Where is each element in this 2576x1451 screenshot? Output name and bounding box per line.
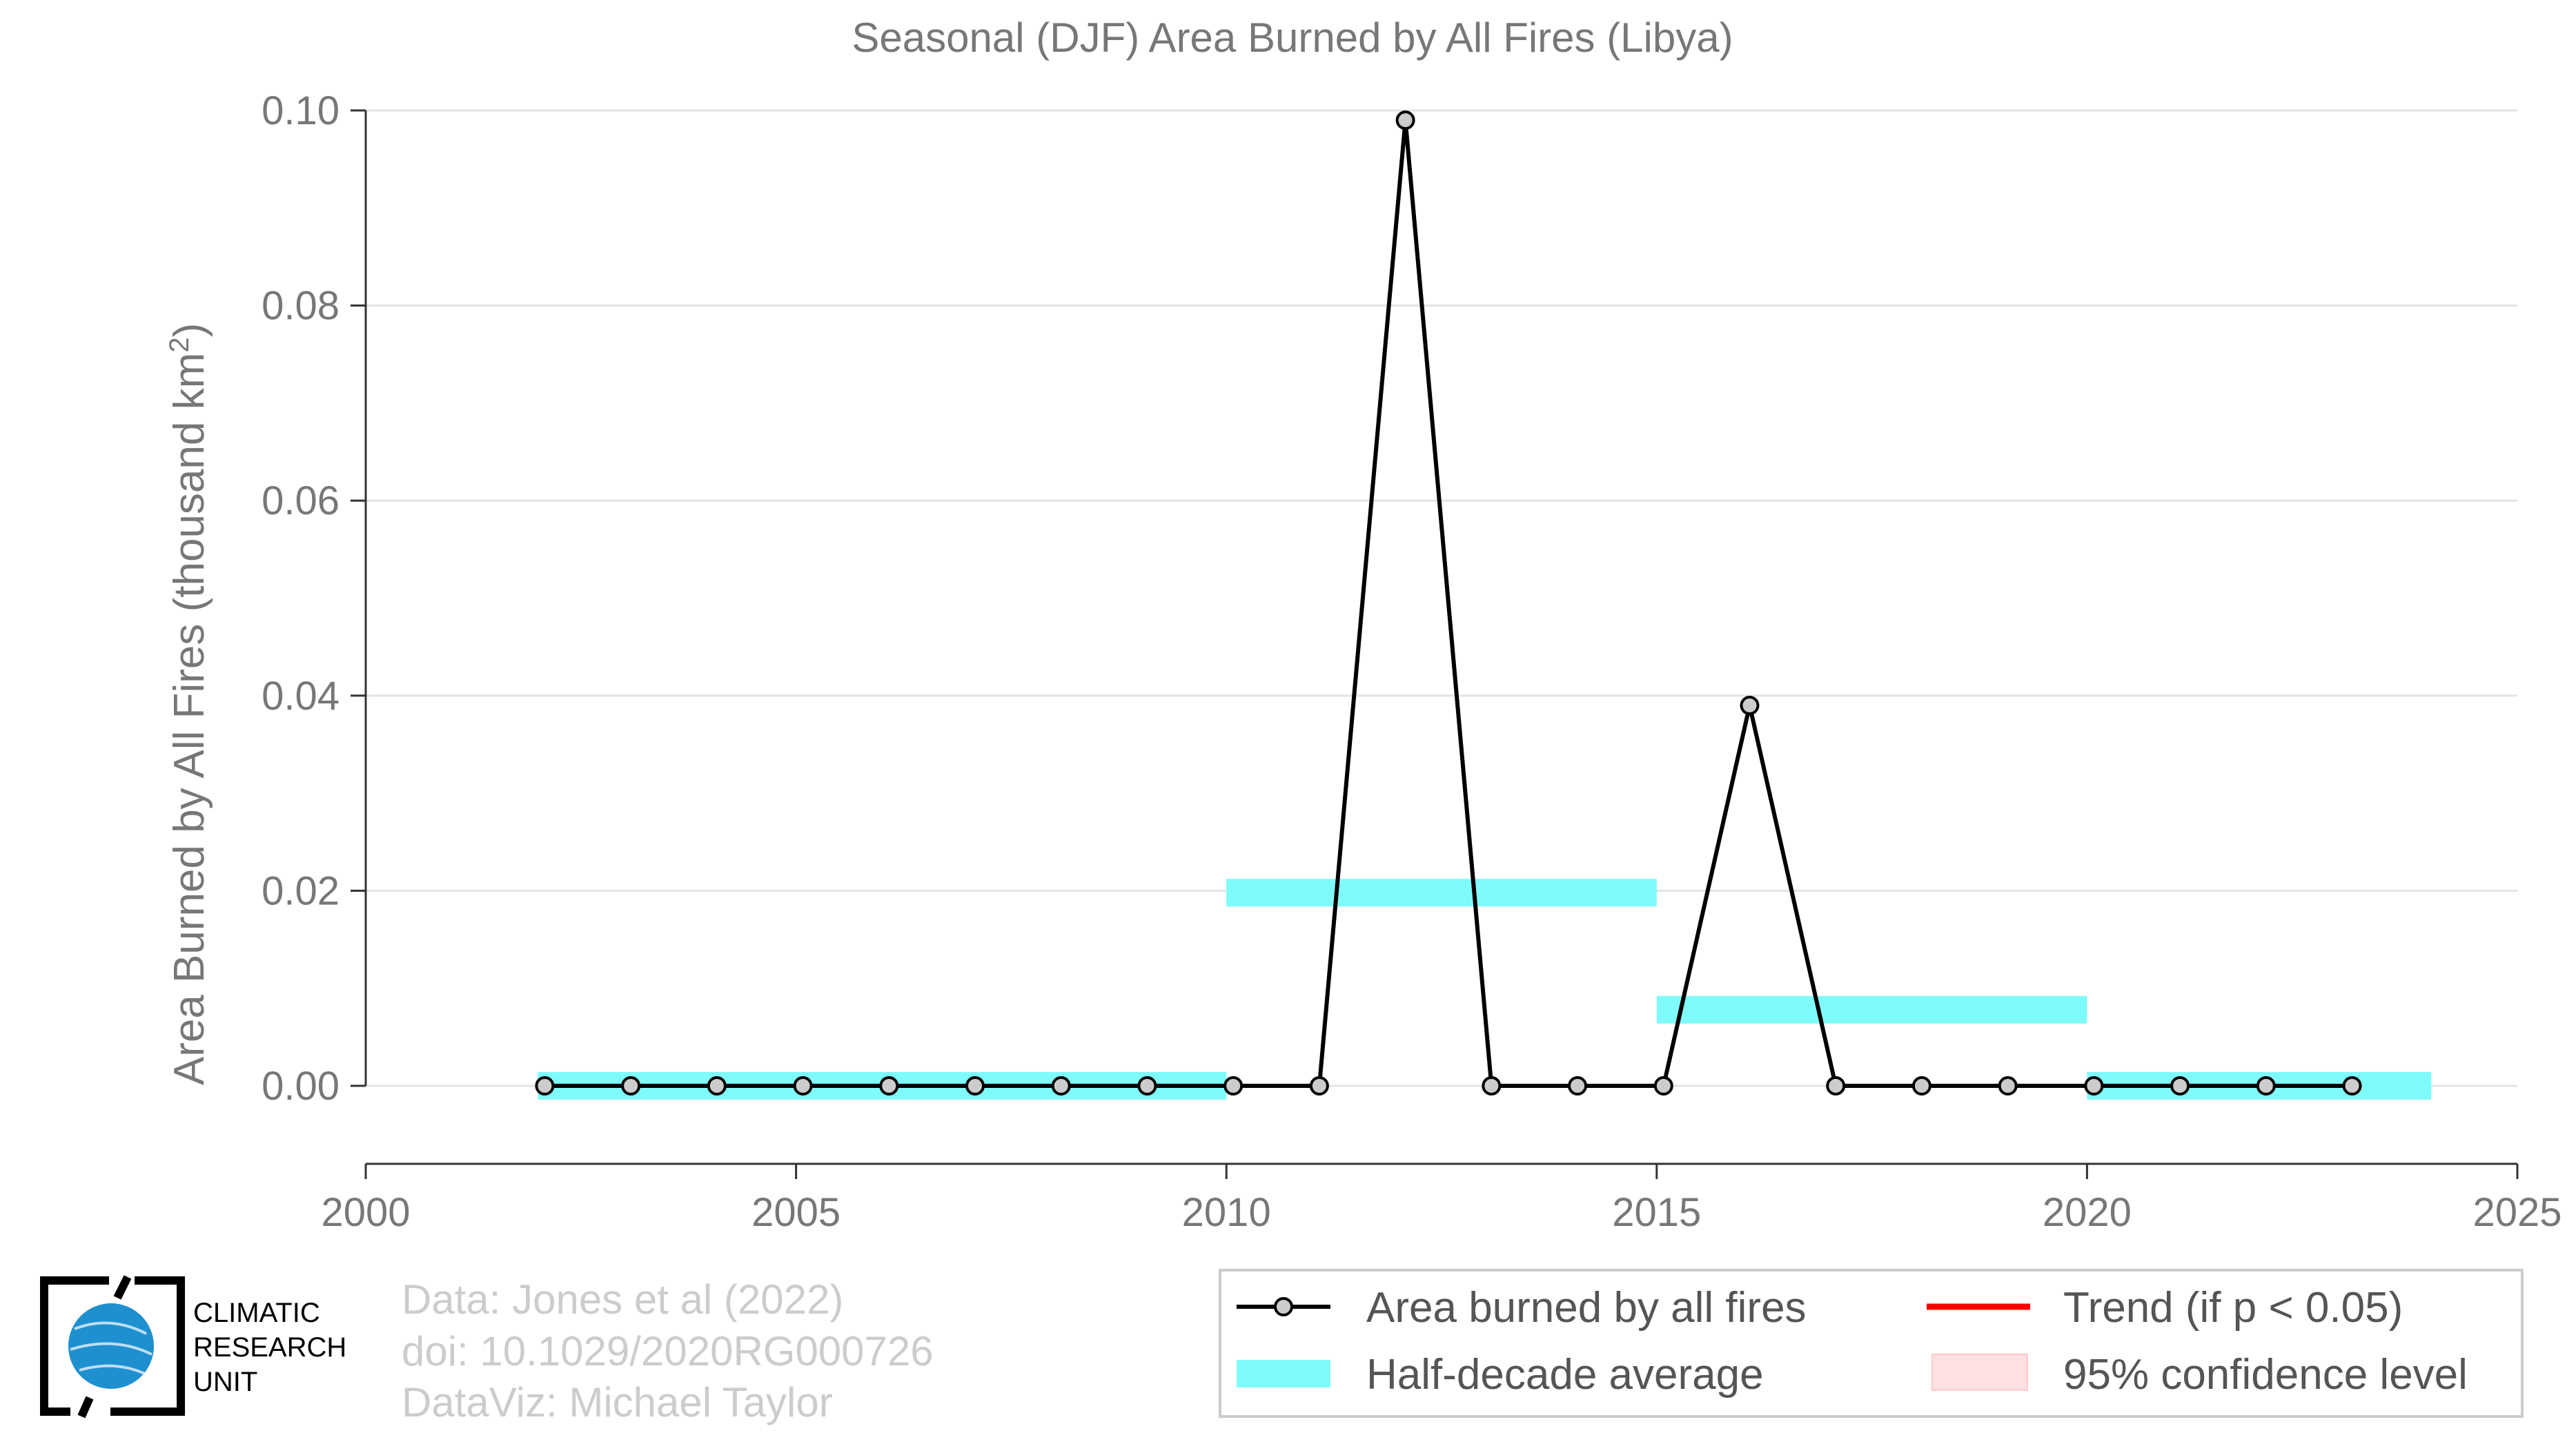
y-axis-label-end: ) xyxy=(166,323,213,338)
data-point xyxy=(707,1076,727,1095)
x-tick-label: 2025 xyxy=(2472,1190,2562,1235)
x-tick-label: 2005 xyxy=(751,1190,840,1235)
logo-text-line2: RESEARCH xyxy=(193,1332,346,1363)
y-tick-label: 0.00 xyxy=(262,1064,340,1109)
data-point xyxy=(965,1076,985,1095)
axis-layer: 0.00 0.02 0.04 0.06 0.08 0.10 2000 2005 2010 2015… xyxy=(262,88,2562,1235)
y-tick-label: 0.10 xyxy=(262,88,340,133)
legend-confidence-swatch xyxy=(1931,1354,2028,1391)
data-point xyxy=(2170,1076,2190,1095)
y-axis-label: Area Burned by All Fires (thousand km2) xyxy=(164,323,213,1085)
data-point xyxy=(1740,695,1760,715)
logo-text-line3: UNIT xyxy=(193,1367,257,1397)
legend-label-confidence: 95% confidence level xyxy=(2063,1351,2468,1399)
y-tick-label: 0.06 xyxy=(262,478,340,523)
x-tick-label: 2010 xyxy=(1182,1190,1271,1235)
logo-text-line1: CLIMATIC xyxy=(193,1298,320,1328)
credit-dataviz: DataViz: Michael Taylor xyxy=(402,1379,833,1425)
legend-label-trend: Trend (if p < 0.05) xyxy=(2063,1284,2403,1332)
y-tick-label: 0.08 xyxy=(262,284,340,329)
y-axis-label-main: Area Burned by All Fires (thousand km xyxy=(166,353,213,1085)
legend-label-half-decade: Half-decade average xyxy=(1366,1351,1764,1399)
data-point xyxy=(1998,1076,2018,1095)
globe-swirl-1 xyxy=(74,1321,147,1335)
globe-swirl-3 xyxy=(79,1364,146,1375)
half-decade-average-bar xyxy=(1226,879,1657,907)
data-point xyxy=(1309,1076,1329,1095)
data-point xyxy=(793,1076,813,1095)
logo-slash-top xyxy=(113,1275,132,1300)
globe-swirl-2 xyxy=(70,1342,153,1356)
data-point xyxy=(879,1076,899,1095)
grid-layer xyxy=(366,109,2517,1087)
credit-doi: doi: 10.1029/2020RG000726 xyxy=(402,1328,934,1374)
legend-entry-trend: Trend (if p < 0.05) xyxy=(1927,1284,2403,1332)
x-tick-label: 2000 xyxy=(321,1190,410,1235)
data-point xyxy=(2084,1076,2104,1095)
data-point xyxy=(1911,1076,1931,1095)
series-line xyxy=(544,119,2352,1088)
legend-entry-confidence: 95% confidence level xyxy=(1931,1351,2468,1399)
y-tick-label: 0.04 xyxy=(262,674,340,719)
legend-box xyxy=(1219,1269,2524,1418)
chart-title: Seasonal (DJF) Area Burned by All Fires … xyxy=(852,14,1733,61)
legend-entry-area-burned: Area burned by all fires xyxy=(1237,1284,1807,1332)
data-point xyxy=(2342,1076,2362,1095)
credits: Data: Jones et al (2022) doi: 10.1029/20… xyxy=(402,1276,934,1425)
data-point xyxy=(1223,1076,1243,1095)
data-point xyxy=(1568,1076,1588,1095)
logo-frame-right xyxy=(110,1276,185,1416)
logo-frame-left xyxy=(40,1276,109,1416)
y-axis-label-sup: 2 xyxy=(164,338,195,353)
data-point xyxy=(1137,1076,1157,1095)
data-point xyxy=(1395,110,1415,130)
legend-band-swatch xyxy=(1237,1360,1330,1387)
half-decade-average-bar xyxy=(1656,995,2087,1024)
legend-entry-half-decade: Half-decade average xyxy=(1237,1351,1764,1399)
data-point xyxy=(621,1076,641,1095)
legend: Area burned by all fires Trend (if p < 0… xyxy=(1219,1269,2524,1418)
data-point xyxy=(1653,1076,1673,1095)
data-point xyxy=(535,1076,555,1095)
x-tick-label: 2015 xyxy=(1612,1190,1701,1235)
legend-label-area-burned: Area burned by all fires xyxy=(1366,1284,1807,1332)
logo-slash-bottom xyxy=(77,1396,94,1419)
credit-data: Data: Jones et al (2022) xyxy=(402,1276,843,1323)
data-point xyxy=(1051,1076,1071,1095)
x-tick-label: 2020 xyxy=(2043,1190,2132,1235)
legend-marker-swatch xyxy=(1274,1297,1293,1316)
data-point xyxy=(2256,1076,2276,1095)
data-point xyxy=(1482,1076,1502,1095)
series-layer xyxy=(535,110,2362,1095)
y-tick-label: 0.02 xyxy=(262,868,340,913)
cru-logo: CLIMATIC RESEARCH UNIT xyxy=(40,1275,346,1419)
data-point xyxy=(1826,1076,1846,1095)
